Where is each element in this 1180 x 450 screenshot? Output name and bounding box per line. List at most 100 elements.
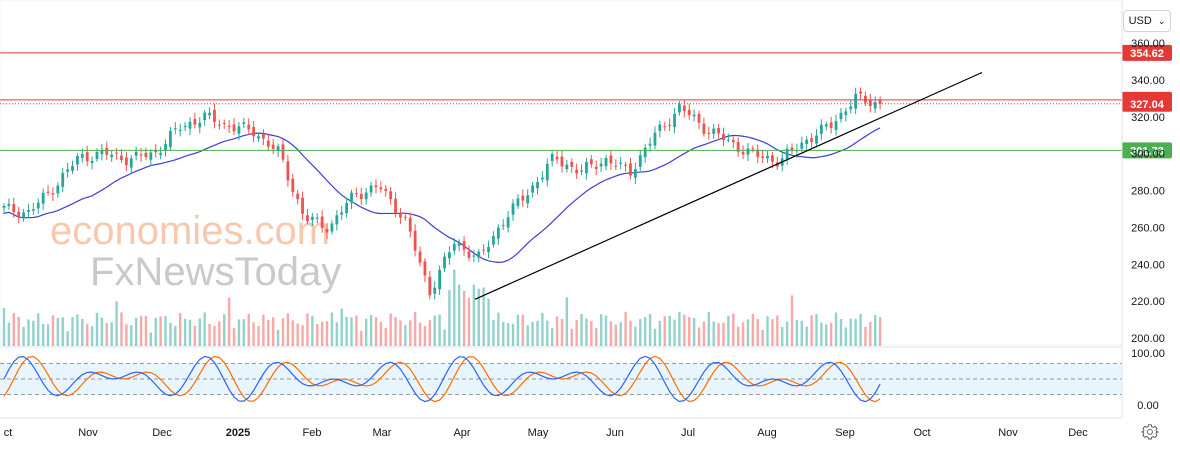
candle-body	[756, 149, 760, 157]
candle	[570, 158, 574, 173]
candle	[306, 209, 309, 224]
candle-body	[496, 227, 500, 239]
candle	[301, 191, 304, 221]
candle-body	[27, 209, 30, 212]
candle-body	[71, 166, 74, 171]
candle	[790, 143, 794, 155]
candle	[824, 121, 828, 131]
candle-body	[722, 133, 725, 141]
volume-bar	[2, 308, 6, 346]
candle-body	[222, 122, 226, 124]
candle-body	[800, 142, 804, 149]
candle	[100, 143, 104, 161]
volume-bar	[516, 314, 520, 346]
candle-body	[702, 123, 706, 134]
candle-body	[810, 138, 813, 142]
candle	[369, 181, 373, 197]
candle-body	[550, 153, 554, 162]
candle-body	[506, 217, 510, 228]
candle-body	[355, 193, 358, 195]
candle	[144, 147, 148, 161]
volume-bar	[81, 319, 84, 346]
x-tick-label: Feb	[303, 427, 322, 439]
volume-bar	[17, 316, 20, 346]
volume-bar	[732, 313, 735, 346]
volume-bar	[330, 312, 334, 346]
volume-bar	[433, 315, 436, 346]
candle-body	[824, 124, 828, 127]
y-tick-label: 360.00	[1131, 38, 1165, 50]
candle-body	[648, 143, 652, 146]
candle	[335, 210, 339, 231]
volume-bar	[149, 332, 153, 346]
candle	[61, 168, 65, 193]
volume-bar	[521, 314, 525, 346]
candle	[859, 87, 862, 100]
candle-body	[678, 104, 681, 113]
candle-body	[511, 203, 515, 215]
candle-body	[594, 166, 598, 170]
x-tick-label: Nov	[78, 427, 98, 439]
volume-bar	[95, 312, 99, 346]
volume-bar	[585, 318, 588, 346]
candle-body	[169, 131, 172, 147]
candle-body	[193, 119, 197, 125]
currency-selector[interactable]: USD ⌄	[1123, 10, 1171, 32]
candle-body	[149, 152, 153, 160]
candle-body	[570, 161, 574, 167]
candle	[408, 212, 412, 238]
x-tick-label: 2025	[226, 427, 250, 439]
candle-body	[188, 121, 192, 129]
candle-body	[340, 212, 344, 215]
volume-bar	[502, 321, 505, 346]
candle	[325, 223, 329, 239]
candle	[457, 239, 461, 252]
candle	[262, 129, 265, 145]
x-tick-label: Jul	[681, 427, 695, 439]
candle-body	[492, 236, 495, 245]
gear-icon[interactable]	[1140, 422, 1160, 442]
candle-body	[462, 241, 466, 250]
candle	[433, 281, 437, 300]
volume-bar	[643, 317, 647, 346]
candle	[692, 109, 696, 122]
candle	[810, 133, 813, 148]
candle	[785, 144, 789, 165]
volume-bar	[805, 326, 808, 346]
y-tick-label: 240.00	[1131, 259, 1165, 271]
candle	[717, 124, 720, 139]
volume-bar	[844, 327, 848, 346]
candle-body	[859, 91, 862, 94]
candle-body	[213, 110, 216, 122]
candle	[17, 206, 21, 224]
candle-body	[389, 191, 393, 200]
candle	[159, 146, 163, 160]
volume-bar	[619, 322, 622, 346]
volume-bar	[604, 315, 608, 346]
candle-body	[95, 152, 99, 159]
candle-body	[286, 161, 290, 181]
candle	[203, 109, 207, 126]
volume-bar	[492, 319, 495, 346]
candle	[624, 161, 627, 172]
ma-line	[3, 127, 881, 263]
candle-body	[658, 124, 662, 131]
candle-body	[56, 185, 60, 194]
candle	[232, 118, 236, 135]
volume-bar	[51, 315, 55, 346]
candle	[208, 107, 211, 120]
volume-bar	[325, 321, 329, 346]
volume-bar	[869, 321, 872, 346]
candle	[878, 96, 882, 110]
candle	[310, 212, 314, 227]
volume-bar	[413, 312, 417, 346]
volume-bar	[438, 314, 441, 346]
volume-bar	[301, 325, 304, 346]
candle	[222, 119, 226, 129]
price-tag-label: 354.62	[1130, 48, 1164, 60]
candle-body	[252, 127, 256, 137]
volume-bar	[164, 316, 167, 346]
volume-bar	[795, 320, 799, 346]
x-tick-label: Jun	[606, 427, 624, 439]
volume-bar	[575, 319, 578, 346]
